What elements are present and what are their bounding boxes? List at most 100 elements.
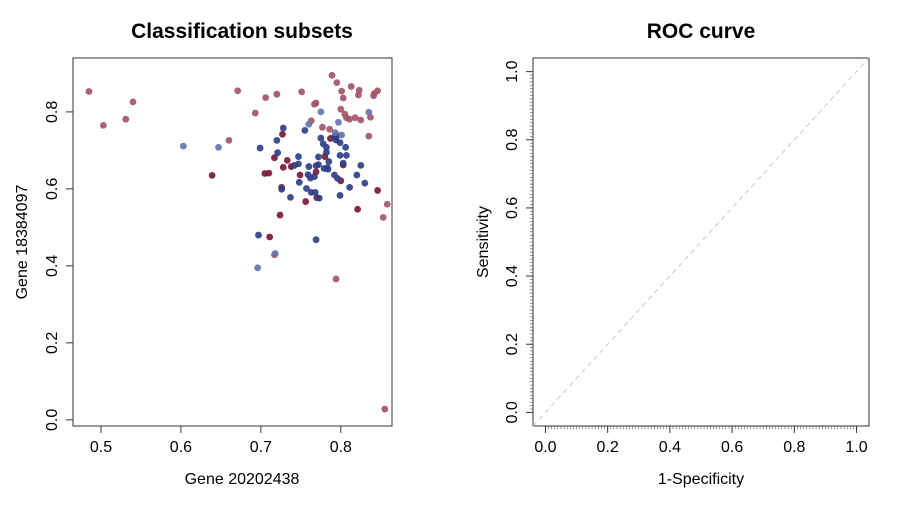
scatter-point-light-red bbox=[122, 115, 130, 123]
scatter-point-dark-blue bbox=[336, 151, 344, 159]
roc-y-axis: 0.0 0.2 0.4 0.6 0.8 1.0 bbox=[504, 60, 534, 423]
scatter-point-dark-blue bbox=[317, 134, 325, 142]
scatter-point-dark-blue bbox=[346, 183, 354, 191]
scatter-point-light-red bbox=[234, 87, 242, 95]
scatter-point-dark-blue bbox=[312, 236, 320, 244]
scatter-point-dark-red bbox=[283, 156, 291, 164]
scatter-point-dark-blue bbox=[295, 178, 303, 186]
roc-y-tick-label: 0.0 bbox=[504, 401, 521, 423]
scatter-point-light-red bbox=[383, 200, 391, 208]
scatter-point-light-blue bbox=[254, 264, 262, 272]
roc-reference-diagonal bbox=[532, 57, 870, 427]
scatter-point-dark-blue bbox=[273, 136, 281, 144]
scatter-point-light-blue bbox=[215, 143, 222, 151]
scatter-point-dark-red bbox=[271, 154, 278, 162]
scatter-point-light-red bbox=[319, 123, 326, 131]
scatter-point-light-red bbox=[273, 90, 281, 98]
scatter-point-light-blue bbox=[338, 131, 346, 139]
roc-x-tick-label: 0.0 bbox=[534, 439, 556, 456]
scatter-point-light-red bbox=[357, 116, 365, 124]
scatter-point-light-blue bbox=[365, 108, 373, 116]
scatter-point-dark-red bbox=[354, 205, 362, 213]
scatter-point-dark-blue bbox=[303, 185, 310, 192]
scatter-y-tick-label: 0.0 bbox=[44, 409, 61, 431]
scatter-point-light-red bbox=[346, 115, 354, 123]
scatter-point-dark-blue bbox=[311, 188, 319, 196]
scatter-point-light-blue bbox=[305, 120, 313, 128]
scatter-point-dark-blue bbox=[357, 161, 365, 169]
scatter-point-light-red bbox=[298, 88, 306, 96]
scatter-point-dark-blue bbox=[353, 171, 361, 179]
scatter-y-tick-label: 0.4 bbox=[44, 255, 61, 277]
scatter-point-dark-red bbox=[279, 130, 286, 138]
scatter-point-light-red bbox=[347, 83, 355, 90]
scatter-point-light-red bbox=[262, 94, 270, 102]
scatter-point-light-red bbox=[339, 94, 347, 102]
scatter-point-light-red bbox=[337, 105, 345, 113]
scatter-point-dark-blue bbox=[342, 143, 350, 151]
roc-title: ROC curve bbox=[647, 20, 756, 43]
roc-panel: ROC curve 0.0 0.2 0.4 0.6 0.8 1.0 0.00.20.40.… bbox=[475, 20, 870, 488]
scatter-point-light-red bbox=[85, 88, 93, 95]
scatter-point-dark-red bbox=[208, 172, 216, 179]
scatter-point-dark-red bbox=[266, 233, 274, 241]
scatter-point-light-red bbox=[326, 125, 334, 133]
scatter-point-dark-blue bbox=[274, 149, 282, 157]
scatter-x-tick-label: 0.6 bbox=[170, 439, 192, 456]
scatter-point-light-red bbox=[129, 98, 137, 106]
roc-y-tick-label: 1.0 bbox=[504, 60, 521, 82]
scatter-point-dark-blue bbox=[361, 179, 369, 187]
scatter-point-light-red bbox=[251, 109, 259, 117]
roc-x-tick-label: 0.4 bbox=[659, 439, 681, 456]
scatter-x-axis: 0.5 0.6 0.7 0.8 bbox=[90, 425, 352, 456]
scatter-point-dark-blue bbox=[315, 194, 323, 202]
scatter-x-label: Gene 20202438 bbox=[185, 471, 300, 488]
roc-x-label: 1-Specificity bbox=[658, 471, 744, 488]
scatter-point-dark-blue bbox=[324, 165, 332, 173]
roc-y-tick-label: 0.2 bbox=[504, 333, 521, 355]
scatter-point-light-blue bbox=[335, 118, 342, 126]
roc-x-tick-label: 0.2 bbox=[597, 439, 619, 456]
scatter-point-light-red bbox=[332, 275, 340, 283]
scatter-point-dark-blue bbox=[323, 143, 330, 151]
roc-x-tick-label: 0.6 bbox=[721, 439, 743, 456]
scatter-point-dark-blue bbox=[255, 231, 262, 239]
scatter-point-dark-blue bbox=[256, 144, 264, 152]
roc-x-tick-label: 0.8 bbox=[783, 439, 805, 456]
scatter-point-light-red bbox=[312, 99, 320, 107]
scatter-y-axis: 0.0 0.2 0.4 0.6 0.8 bbox=[44, 101, 73, 431]
scatter-point-dark-blue bbox=[301, 126, 309, 134]
scatter-point-dark-red bbox=[279, 163, 287, 171]
scatter-point-light-red bbox=[355, 86, 363, 94]
scatter-point-dark-blue bbox=[278, 185, 286, 193]
scatter-point-dark-blue bbox=[279, 124, 287, 132]
scatter-point-light-blue bbox=[179, 142, 187, 150]
scatter-point-dark-red bbox=[276, 211, 284, 219]
roc-y-label: Sensitivity bbox=[475, 206, 492, 278]
scatter-point-dark-blue bbox=[315, 153, 322, 161]
scatter-point-dark-blue bbox=[323, 148, 330, 156]
scatter-x-tick-label: 0.8 bbox=[330, 439, 352, 456]
scatter-point-dark-blue bbox=[334, 175, 342, 182]
scatter-title: Classification subsets bbox=[131, 20, 353, 43]
scatter-point-light-red bbox=[328, 71, 336, 79]
scatter-point-light-red bbox=[338, 87, 346, 95]
scatter-point-light-blue bbox=[317, 108, 325, 116]
scatter-point-dark-blue bbox=[315, 161, 322, 169]
scatter-point-dark-blue bbox=[287, 193, 294, 201]
scatter-point-light-red bbox=[333, 79, 341, 87]
scatter-point-dark-blue bbox=[305, 163, 313, 170]
scatter-y-label: Gene 18384097 bbox=[14, 185, 31, 300]
scatter-x-tick-label: 0.7 bbox=[250, 439, 272, 456]
scatter-point-dark-red bbox=[302, 198, 310, 205]
scatter-point-dark-blue bbox=[295, 160, 302, 168]
scatter-y-tick-label: 0.2 bbox=[44, 332, 61, 354]
roc-x-axis: 0.0 0.2 0.4 0.6 0.8 1.0 bbox=[534, 425, 868, 456]
scatter-point-light-blue bbox=[331, 129, 339, 137]
scatter-point-light-red bbox=[99, 121, 107, 129]
scatter-x-tick-label: 0.5 bbox=[90, 439, 112, 456]
scatter-point-dark-blue bbox=[336, 192, 344, 199]
scatter-point-light-red bbox=[225, 136, 233, 144]
scatter-point-light-red bbox=[379, 213, 387, 221]
